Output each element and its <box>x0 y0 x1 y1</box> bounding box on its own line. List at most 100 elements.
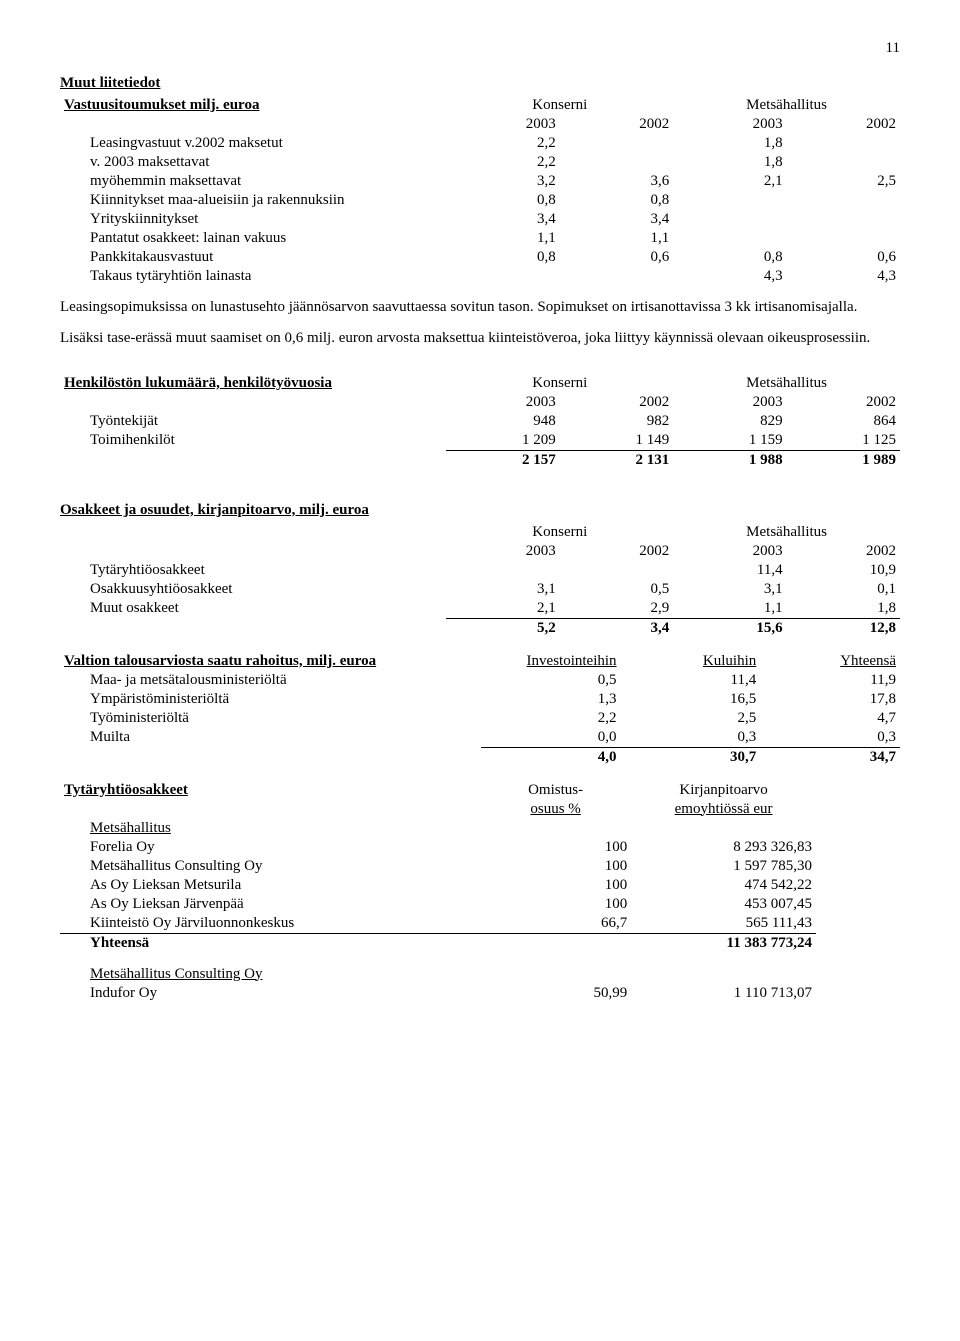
cell: 2,2 <box>446 153 559 172</box>
cell: 66,7 <box>480 914 631 934</box>
cell: 0,6 <box>787 248 900 267</box>
cell: 474 542,22 <box>631 876 816 895</box>
cell: 16,5 <box>621 690 761 709</box>
cell: 1,8 <box>787 599 900 619</box>
cell: 453 007,45 <box>631 895 816 914</box>
row-label: As Oy Lieksan Järvenpää <box>60 895 480 914</box>
subsidiary-title: Tytäryhtiöosakkeet <box>64 782 188 798</box>
cell <box>446 561 559 580</box>
table-row: Kiinteistö Oy Järviluonnonkeskus66,7565 … <box>60 914 900 934</box>
cell: 0,3 <box>621 728 761 748</box>
cell: 0,8 <box>560 191 673 210</box>
cell: 11,4 <box>621 671 761 690</box>
cell <box>787 134 900 153</box>
cell: 2,1 <box>673 172 786 191</box>
table-row: Pankkitakausvastuut0,80,60,80,6 <box>60 248 900 267</box>
table-row: Indufor Oy 50,99 1 110 713,07 <box>60 984 900 1003</box>
cell: 100 <box>480 857 631 876</box>
cell: 2 131 <box>560 450 673 470</box>
row-label: Osakkuusyhtiöosakkeet <box>60 580 446 599</box>
row-label: Takaus tytäryhtiön lainasta <box>60 267 446 286</box>
cell <box>673 229 786 248</box>
row-label: Pankkitakausvastuut <box>60 248 446 267</box>
row-label: Pantatut osakkeet: lainan vakuus <box>60 229 446 248</box>
year-header: 2003 <box>446 393 559 412</box>
subsidiary-table: Tytäryhtiöosakkeet Omistus- Kirjanpitoar… <box>60 781 900 1003</box>
table-row: As Oy Lieksan Järvenpää100453 007,45 <box>60 895 900 914</box>
table-row: v. 2003 maksettavat2,2 1,8 <box>60 153 900 172</box>
main-title: Muut liitetiedot <box>60 75 900 92</box>
subsidiary-group-mh: Metsähallitus <box>60 819 480 838</box>
year-header: 2002 <box>787 115 900 134</box>
cell: 4,7 <box>760 709 900 728</box>
cell: 1 597 785,30 <box>631 857 816 876</box>
cell: 1,3 <box>481 690 621 709</box>
group-konserni: Konserni <box>446 374 673 393</box>
cell: 0,0 <box>481 728 621 748</box>
col-osuus: osuus % <box>480 800 631 819</box>
cell: 1 988 <box>673 450 786 470</box>
row-label: Yhteensä <box>60 933 480 953</box>
cell: 3,4 <box>446 210 559 229</box>
cell <box>787 210 900 229</box>
cell: 11 383 773,24 <box>631 933 816 953</box>
cell: 3,2 <box>446 172 559 191</box>
cell: 4,0 <box>481 747 621 767</box>
row-label: Kiinnitykset maa-alueisiin ja rakennuksi… <box>60 191 446 210</box>
cell: 10,9 <box>787 561 900 580</box>
col-omistus: Omistus- <box>480 781 631 800</box>
table-row: As Oy Lieksan Metsurila100474 542,22 <box>60 876 900 895</box>
cell: 1,1 <box>446 229 559 248</box>
cell: 3,4 <box>560 618 673 638</box>
cell: 2 157 <box>446 450 559 470</box>
total-row: 4,030,734,7 <box>60 747 900 767</box>
cell: 829 <box>673 412 786 431</box>
year-header: 2003 <box>446 542 559 561</box>
row-label: Forelia Oy <box>60 838 480 857</box>
col-investointeihin: Investointeihin <box>481 652 621 671</box>
cell: 11,9 <box>760 671 900 690</box>
statefunding-title: Valtion talousarviosta saatu rahoitus, m… <box>64 653 376 669</box>
row-label: Muilta <box>60 728 481 748</box>
row-label: Muut osakkeet <box>60 599 446 619</box>
total-row: 2 1572 1311 9881 989 <box>60 450 900 470</box>
cell: 2,5 <box>621 709 761 728</box>
cell: 0,1 <box>787 580 900 599</box>
row-label: Maa- ja metsätalousministeriöltä <box>60 671 481 690</box>
statefunding-table: Valtion talousarviosta saatu rahoitus, m… <box>60 652 900 767</box>
cell: 100 <box>480 876 631 895</box>
year-header: 2002 <box>560 393 673 412</box>
cell: 3,1 <box>446 580 559 599</box>
table-row: Takaus tytäryhtiön lainasta4,34,3 <box>60 267 900 286</box>
cell: 1,8 <box>673 134 786 153</box>
cell <box>560 267 673 286</box>
year-header: 2003 <box>446 115 559 134</box>
row-label: As Oy Lieksan Metsurila <box>60 876 480 895</box>
row-label: Ympäristöministeriöltä <box>60 690 481 709</box>
cell: 50,99 <box>480 984 631 1003</box>
cell: 0,8 <box>446 248 559 267</box>
row-label: v. 2003 maksettavat <box>60 153 446 172</box>
cell: 1 125 <box>787 431 900 451</box>
subsidiary-group-consulting: Metsähallitus Consulting Oy <box>60 965 480 984</box>
table-row: Ympäristöministeriöltä1,316,517,8 <box>60 690 900 709</box>
shares-table: Konserni Metsähallitus 2003 2002 2003 20… <box>60 523 900 638</box>
cell: 2,9 <box>560 599 673 619</box>
cell: 1,8 <box>673 153 786 172</box>
cell: 3,4 <box>560 210 673 229</box>
table-row: Osakkuusyhtiöosakkeet3,10,53,10,1 <box>60 580 900 599</box>
year-header: 2002 <box>787 542 900 561</box>
row-label <box>60 618 446 638</box>
table-row: Pantatut osakkeet: lainan vakuus1,11,1 <box>60 229 900 248</box>
group-metsahallitus: Metsähallitus <box>673 96 900 115</box>
table-row: Yrityskiinnitykset3,43,4 <box>60 210 900 229</box>
page-number: 11 <box>60 40 900 57</box>
cell: 1 110 713,07 <box>631 984 816 1003</box>
table-row: Työntekijät948982829864 <box>60 412 900 431</box>
group-konserni: Konserni <box>446 96 673 115</box>
year-header: 2003 <box>673 393 786 412</box>
cell: 0,5 <box>560 580 673 599</box>
row-label: Työntekijät <box>60 412 446 431</box>
paragraph-tax: Lisäksi tase-erässä muut saamiset on 0,6… <box>60 329 900 348</box>
cell: 12,8 <box>787 618 900 638</box>
